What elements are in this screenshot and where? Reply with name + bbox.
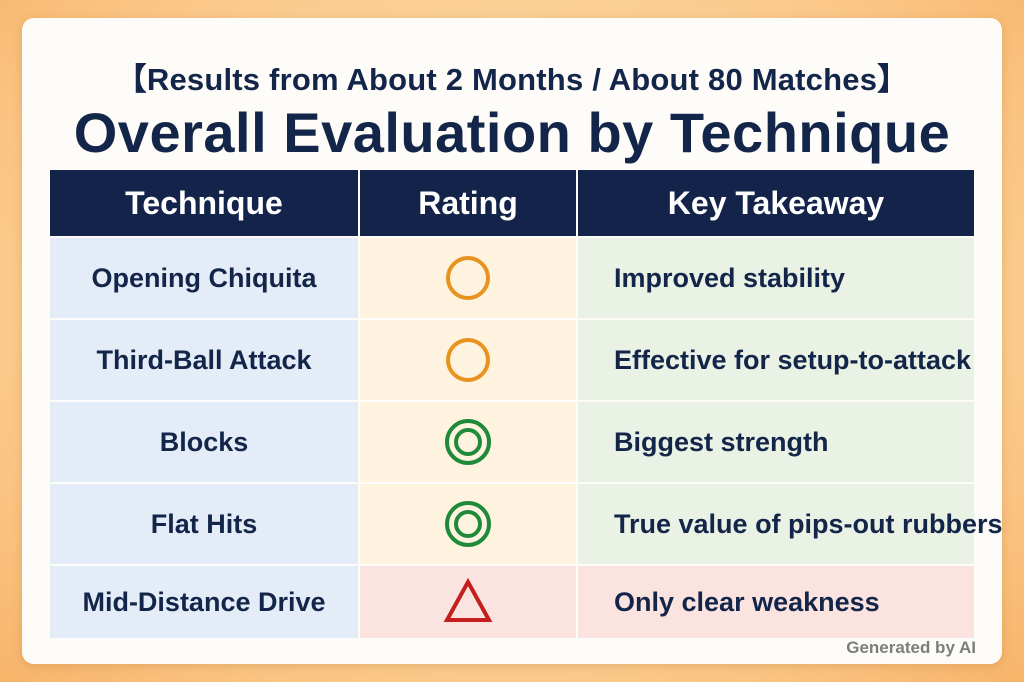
technique-cell: Third-Ball Attack [50, 320, 358, 400]
rating-cell [360, 484, 576, 564]
header-technique: Technique [50, 170, 358, 236]
infographic-card: 【Results from About 2 Months / About 80 … [22, 18, 1003, 664]
technique-cell: Opening Chiquita [50, 238, 358, 318]
subtitle: 【Results from About 2 Months / About 80 … [115, 62, 909, 97]
technique-cell: Blocks [50, 402, 358, 482]
double-circle-rating-icon [445, 419, 491, 465]
circle-rating-icon [446, 256, 490, 300]
header-key-takeaway: Key Takeaway [578, 170, 974, 236]
header-rating: Rating [360, 170, 576, 236]
circle-rating-icon [446, 338, 490, 382]
takeaway-cell: True value of pips-out rubbers [578, 484, 1003, 564]
takeaway-cell: Improved stability [578, 238, 974, 318]
rating-cell [360, 566, 576, 638]
technique-cell: Flat Hits [50, 484, 358, 564]
evaluation-table: Technique Rating Key Takeaway Opening Ch… [50, 170, 1003, 638]
triangle-rating-icon [443, 577, 493, 622]
double-circle-rating-icon [445, 501, 491, 547]
technique-cell: Mid-Distance Drive [50, 566, 358, 638]
page-title: Overall Evaluation by Technique [73, 101, 951, 164]
rating-cell [360, 402, 576, 482]
rating-cell [360, 238, 576, 318]
takeaway-cell: Biggest strength [578, 402, 974, 482]
takeaway-cell: Effective for setup-to-attack [578, 320, 974, 400]
takeaway-cell: Only clear weakness [578, 566, 974, 638]
generated-by-ai-note: Generated by AI [846, 638, 976, 657]
rating-cell [360, 320, 576, 400]
